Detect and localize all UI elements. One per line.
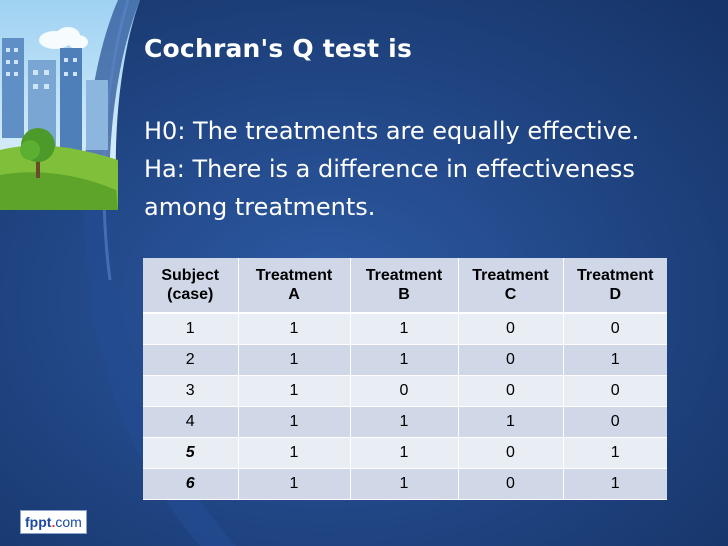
alt-hypothesis-line-2: among treatments.: [144, 193, 376, 221]
table-row: 3 1 0 0 0: [143, 375, 667, 407]
cell-treatment-d: 0: [563, 375, 667, 407]
cell-treatment-d: 0: [563, 406, 667, 438]
table-row: 5 1 1 0 1: [143, 437, 667, 469]
treatment-table: Subject (case) Treatment A Treatment B Trea…: [143, 258, 667, 500]
table-header-row: Subject (case) Treatment A Treatment B Trea…: [143, 258, 667, 314]
cell-treatment-c: 0: [458, 437, 564, 469]
cell-treatment-c: 0: [458, 375, 564, 407]
null-hypothesis-line: H0: The treatments are equally effective…: [144, 117, 640, 145]
cell-subject: 2: [143, 344, 239, 376]
cell-treatment-d: 1: [563, 468, 667, 500]
cell-treatment-b: 1: [350, 468, 459, 500]
cell-treatment-b: 1: [350, 313, 459, 345]
table-row: 6 1 1 0 1: [143, 468, 667, 500]
cell-treatment-b: 1: [350, 406, 459, 438]
cell-treatment-b: 0: [350, 375, 459, 407]
header-treatment-a: Treatment A: [238, 258, 351, 314]
cell-treatment-a: 1: [238, 406, 351, 438]
cell-treatment-a: 1: [238, 375, 351, 407]
cell-subject: 1: [143, 313, 239, 345]
cell-treatment-b: 1: [350, 437, 459, 469]
cell-treatment-c: 1: [458, 406, 564, 438]
cell-treatment-c: 0: [458, 344, 564, 376]
cell-subject: 6: [143, 468, 239, 500]
hypotheses-text: H0: The treatments are equally effective…: [144, 112, 704, 226]
cell-treatment-b: 1: [350, 344, 459, 376]
header-treatment-b: Treatment B: [350, 258, 459, 314]
cell-treatment-d: 1: [563, 437, 667, 469]
header-treatment-d: Treatment D: [563, 258, 667, 314]
header-treatment-c: Treatment C: [458, 258, 564, 314]
cell-subject: 3: [143, 375, 239, 407]
cell-treatment-a: 1: [238, 468, 351, 500]
table-row: 2 1 1 0 1: [143, 344, 667, 376]
cell-treatment-a: 1: [238, 344, 351, 376]
slide-title: Cochran's Q test is: [144, 34, 413, 63]
cell-treatment-d: 0: [563, 313, 667, 345]
cell-treatment-a: 1: [238, 313, 351, 345]
cell-subject: 4: [143, 406, 239, 438]
alt-hypothesis-line-1: Ha: There is a difference in effectivene…: [144, 155, 635, 183]
table-row: 4 1 1 1 0: [143, 406, 667, 438]
fppt-logo: fppt. com: [20, 510, 87, 534]
cell-treatment-c: 0: [458, 313, 564, 345]
cell-treatment-a: 1: [238, 437, 351, 469]
header-subject: Subject (case): [143, 258, 239, 314]
table-row: 1 1 1 0 0: [143, 313, 667, 345]
cell-treatment-d: 1: [563, 344, 667, 376]
cell-subject: 5: [143, 437, 239, 469]
cell-treatment-c: 0: [458, 468, 564, 500]
